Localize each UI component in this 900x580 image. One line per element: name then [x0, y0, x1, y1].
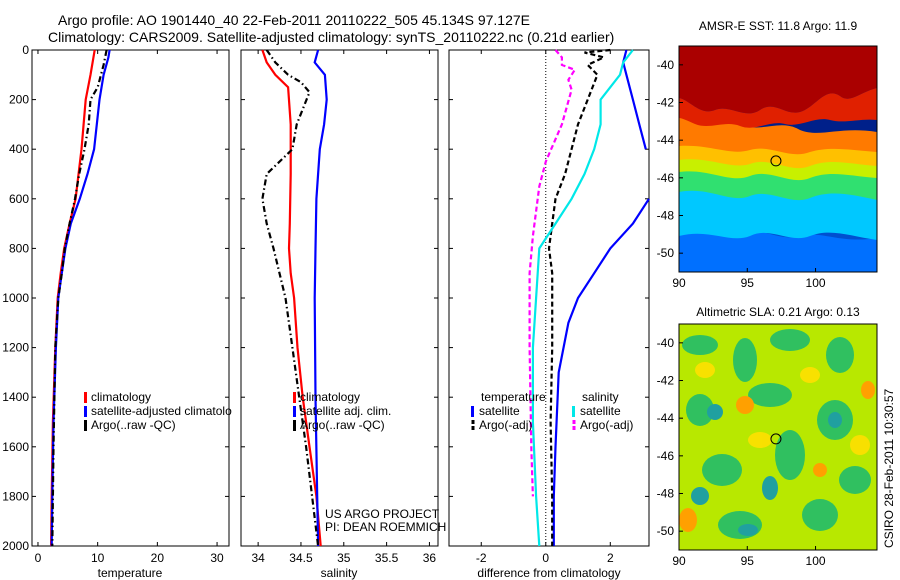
y-tick-label: 1200: [2, 341, 29, 355]
temperature-xlabel: temperature: [98, 566, 163, 580]
y-tick-label: 1600: [2, 440, 29, 454]
legend-swatch: [293, 392, 296, 403]
legend-swatch: [572, 406, 575, 417]
map-y-tick-label: -42: [657, 96, 675, 110]
difference-xlabel: difference from climatology: [477, 566, 620, 580]
y-tick-label: 800: [9, 241, 29, 255]
map-y-tick-label: -42: [657, 374, 675, 388]
map-y-tick-label: -40: [657, 336, 675, 350]
x-tick-label: 34.5: [289, 551, 313, 565]
map-y-tick-label: -48: [657, 209, 675, 223]
sst-map-title: AMSR-E SST: 11.8 Argo: 11.9: [699, 19, 858, 33]
legend-label: climatology: [91, 390, 151, 404]
y-tick-label: 1800: [2, 489, 29, 503]
x-tick-label: 0: [542, 551, 549, 565]
map-y-tick-label: -50: [657, 246, 675, 260]
sst-map-panel: AMSR-E SST: 11.8 Argo: 11.9 90 95 100 -40 -4…: [657, 19, 878, 290]
y-tick-label: 2000: [2, 539, 29, 553]
map-x-tick-label: 100: [806, 554, 826, 568]
sla-map-panel: Altimetric SLA: 0.21 Argo: 0.13: [657, 305, 878, 568]
y-tick-label: 1000: [2, 291, 29, 305]
legend-group-title: salinity: [582, 390, 619, 404]
figure-title-line-1: Argo profile: AO 1901440_40 22-Feb-2011 …: [58, 12, 530, 28]
sla-map-field: [679, 324, 877, 550]
y-tick-label: 1400: [2, 390, 29, 404]
series-line-salinity-argo-adj-: [528, 49, 577, 497]
legend-label: satellite-adjusted climatolo: [91, 404, 232, 418]
map-y-tick-label: -48: [657, 487, 675, 501]
y-tick-label: 600: [9, 192, 29, 206]
series-line-salinity-satellite: [531, 49, 634, 547]
y-tick-label: 0: [22, 43, 29, 57]
legend-swatch: [84, 392, 87, 403]
map-x-tick-label: 90: [672, 554, 686, 568]
legend-label: Argo(..raw -QC): [300, 418, 385, 432]
series-line-satellite-adj-clim-: [313, 49, 328, 547]
series-line-argo-raw-qc-: [51, 49, 108, 547]
map-x-tick-label: 95: [741, 554, 755, 568]
x-tick-label: 0: [35, 551, 42, 565]
y-tick-label: 200: [9, 93, 29, 107]
map-y-tick-label: -46: [657, 171, 675, 185]
project-label-line-2: PI: DEAN ROEMMICH: [325, 520, 446, 534]
map-y-tick-label: -46: [657, 449, 675, 463]
legend-label: satellite: [580, 404, 621, 418]
figure-title-line-2: Climatology: CARS2009. Satellite-adjuste…: [48, 29, 615, 45]
series-line-argo-raw-qc-: [261, 49, 320, 547]
map-y-tick-label: -44: [657, 133, 675, 147]
legend-label: climatology: [300, 390, 360, 404]
map-y-tick-label: -44: [657, 411, 675, 425]
x-tick-label: 20: [151, 551, 165, 565]
difference-panel: -2 0 2temperaturesatelliteArgo(-adj)salini…: [448, 48, 650, 580]
sst-map-frame: [678, 45, 878, 273]
legend-label: satellite adj. clim.: [300, 404, 391, 418]
x-tick-label: 10: [91, 551, 105, 565]
legend-label: satellite: [479, 404, 520, 418]
map-x-tick-label: 90: [672, 276, 686, 290]
legend-swatch: [471, 406, 474, 417]
map-x-tick-label: 95: [741, 276, 755, 290]
side-timestamp-label: CSIRO 28-Feb-2011 10:30:57: [882, 388, 896, 548]
map-y-tick-label: -50: [657, 524, 675, 538]
legend-label: Argo(-adj): [580, 418, 633, 432]
series-line-temperature-satellite-deep-: [552, 198, 650, 546]
x-tick-label: -2: [476, 551, 487, 565]
x-tick-label: 2: [607, 551, 614, 565]
series-line-temperature-argo-adj-: [547, 48, 611, 546]
legend-swatch: [84, 420, 87, 431]
legend-swatch: [293, 420, 296, 431]
y-tick-label: 400: [9, 142, 29, 156]
salinity-axes-box: [240, 49, 439, 547]
sla-map-frame: [678, 323, 878, 551]
map-x-tick-label: 100: [806, 276, 826, 290]
legend-swatch: [293, 406, 296, 417]
argo-position-marker: [770, 155, 782, 167]
temperature-panel: 0 10 20 30 0 200 400 600 800 1000 1200 1400 1600 1800…: [2, 43, 232, 580]
x-tick-label: 35.5: [375, 551, 399, 565]
difference-axes-box: [448, 49, 650, 547]
temperature-axes-box: [31, 49, 230, 547]
x-tick-label: 35: [337, 551, 351, 565]
legend-label: Argo(-adj): [479, 418, 532, 432]
argo-position-marker: [770, 433, 782, 445]
x-tick-label: 30: [210, 551, 224, 565]
series-line-climatology: [261, 49, 322, 547]
legend-label: Argo(..raw -QC): [91, 418, 176, 432]
sla-map-title: Altimetric SLA: 0.21 Argo: 0.13: [696, 305, 860, 319]
map-y-tick-label: -40: [657, 58, 675, 72]
legend-group-title: temperature: [481, 390, 546, 404]
salinity-xlabel: salinity: [321, 566, 358, 580]
project-label-line-1: US ARGO PROJECT: [325, 507, 440, 521]
sst-map-field: [679, 46, 877, 272]
legend-swatch: [84, 406, 87, 417]
x-tick-label: 34: [251, 551, 265, 565]
x-tick-label: 36: [423, 551, 437, 565]
